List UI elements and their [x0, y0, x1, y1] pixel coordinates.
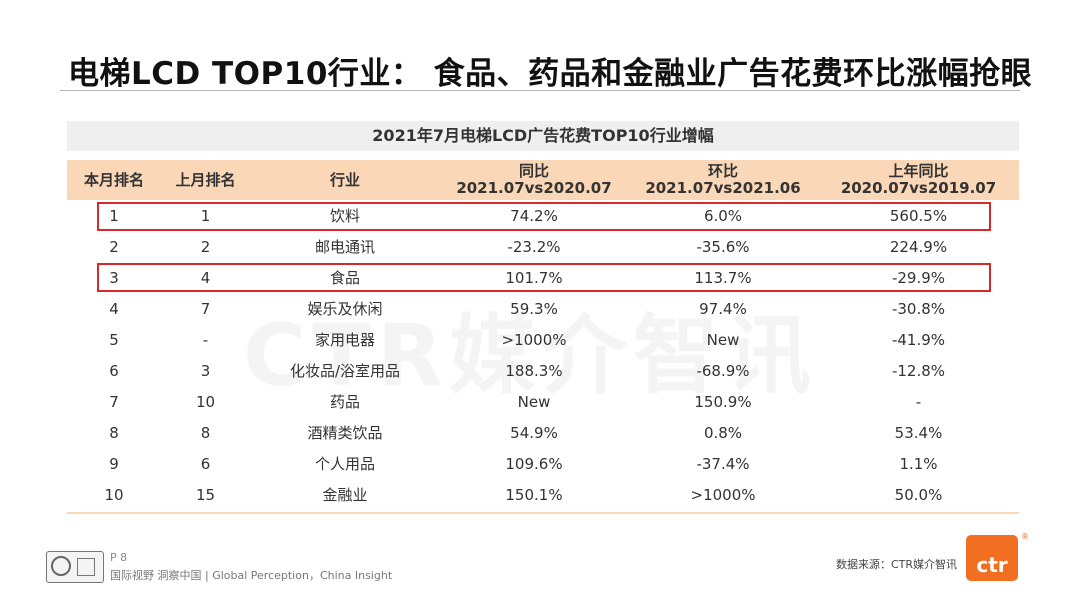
cell-prior-yoy-change: 560.5%: [889, 206, 948, 225]
cell-prior-yoy-change: 1.1%: [899, 454, 938, 473]
cell-last-rank: -: [202, 330, 209, 349]
cell-last-rank: 8: [200, 423, 211, 442]
header-cell-mom: 环比 2021.07vs2021.06: [645, 162, 801, 197]
cell-current-rank: 4: [109, 299, 119, 318]
table-title: 2021年7月电梯LCD广告花费TOP10行业增幅: [67, 121, 1019, 151]
table-bottom-rule: [67, 512, 1019, 514]
cell-prior-yoy-change: -: [915, 392, 922, 411]
footer-slogan: 国际视野 洞察中国 | Global Perception，China Insi…: [110, 569, 393, 582]
cell-current-rank: 1: [109, 206, 119, 225]
cell-current-rank: 5: [109, 330, 119, 349]
table-row: 10 15 金融业 150.1% >1000% 50.0%: [67, 479, 1019, 510]
title-divider: [60, 90, 1020, 91]
cell-last-rank: 1: [200, 206, 211, 225]
cell-industry: 娱乐及休闲: [307, 300, 383, 318]
cell-mom-change: >1000%: [690, 485, 756, 504]
table-row: 8 8 酒精类饮品 54.9% 0.8% 53.4%: [67, 417, 1019, 448]
cell-industry: 化妆品/浴室用品: [289, 362, 401, 380]
cell-prior-yoy-change: 53.4%: [894, 423, 943, 442]
cell-last-rank: 7: [200, 299, 211, 318]
cell-mom-change: 97.4%: [699, 299, 747, 318]
cell-last-rank: 2: [200, 237, 211, 256]
cell-industry: 食品: [329, 269, 360, 287]
cell-industry: 饮料: [329, 207, 360, 225]
cell-prior-yoy-change: -30.8%: [891, 299, 946, 318]
cell-yoy-change: -23.2%: [507, 237, 561, 256]
registered-mark: ®: [1021, 532, 1029, 541]
cell-mom-change: 113.7%: [694, 268, 752, 287]
cell-prior-yoy-change: -29.9%: [891, 268, 946, 287]
cell-industry: 家用电器: [314, 331, 375, 349]
table-row: 4 7 娱乐及休闲 59.3% 97.4% -30.8%: [67, 293, 1019, 324]
cell-yoy-change: New: [517, 392, 551, 411]
cell-yoy-change: 101.7%: [505, 268, 563, 287]
cell-mom-change: -68.9%: [696, 361, 750, 380]
cell-current-rank: 8: [109, 423, 119, 442]
certification-logo: [46, 551, 104, 583]
cell-mom-change: 150.9%: [694, 392, 752, 411]
cell-last-rank: 15: [195, 485, 216, 504]
cell-last-rank: 3: [200, 361, 211, 380]
cell-industry: 个人用品: [314, 455, 375, 473]
table-row: 1 1 饮料 74.2% 6.0% 560.5%: [67, 200, 1019, 231]
table-header: 本月排名 上月排名 行业 同比 2021.07vs2020.07 环比 2021…: [67, 160, 1019, 200]
ctr-logo: ctr: [966, 535, 1018, 581]
table-row: 3 4 食品 101.7% 113.7% -29.9%: [67, 262, 1019, 293]
cell-mom-change: New: [706, 330, 740, 349]
seal-icon: [51, 556, 71, 576]
cell-mom-change: -35.6%: [696, 237, 750, 256]
data-source: 数据来源：CTR媒介智讯: [836, 558, 958, 571]
cell-industry: 金融业: [322, 486, 368, 504]
badge-icon: [77, 558, 95, 576]
table-row: 2 2 邮电通讯 -23.2% -35.6% 224.9%: [67, 231, 1019, 262]
cell-industry: 邮电通讯: [314, 238, 375, 256]
cell-yoy-change: 150.1%: [505, 485, 563, 504]
cell-yoy-change: 74.2%: [510, 206, 558, 225]
cell-prior-yoy-change: 224.9%: [889, 237, 948, 256]
cell-industry: 酒精类饮品: [307, 424, 383, 442]
cell-current-rank: 3: [109, 268, 119, 287]
cell-mom-change: 0.8%: [703, 423, 743, 442]
header-cell-prior-yoy: 上年同比 2020.07vs2019.07: [840, 162, 997, 197]
cell-yoy-change: 54.9%: [510, 423, 558, 442]
cell-current-rank: 2: [109, 237, 119, 256]
cell-industry: 药品: [329, 393, 360, 411]
header-cell-yoy: 同比 2021.07vs2020.07: [456, 162, 612, 197]
cell-current-rank: 6: [109, 361, 119, 380]
cell-prior-yoy-change: 50.0%: [894, 485, 943, 504]
header-cell-current-rank: 本月排名: [83, 170, 144, 189]
table-body: 1 1 饮料 74.2% 6.0% 560.5% 2 2 邮电通讯 -23.2% -35.6% 224…: [67, 200, 1019, 510]
table-row: 7 10 药品 New 150.9% -: [67, 386, 1019, 417]
cell-mom-change: -37.4%: [696, 454, 750, 473]
ctr-logo-text: ctr: [976, 553, 1008, 577]
cell-prior-yoy-change: -41.9%: [891, 330, 946, 349]
ranking-table: 2021年7月电梯LCD广告花费TOP10行业增幅 本月排名 上月排名 行业 同…: [67, 121, 1019, 514]
table-row: 9 6 个人用品 109.6% -37.4% 1.1%: [67, 448, 1019, 479]
table-row: 5 - 家用电器 >1000% New -41.9%: [67, 324, 1019, 355]
cell-current-rank: 10: [104, 485, 124, 504]
cell-last-rank: 4: [200, 268, 211, 287]
page-title: 电梯LCD TOP10行业： 食品、药品和金融业广告花费环比涨幅抢眼: [68, 56, 1033, 92]
cell-mom-change: 6.0%: [703, 206, 743, 225]
cell-last-rank: 6: [200, 454, 211, 473]
cell-yoy-change: 109.6%: [505, 454, 563, 473]
header-cell-industry: 行业: [329, 170, 360, 189]
cell-last-rank: 10: [195, 392, 216, 411]
cell-yoy-change: 188.3%: [505, 361, 563, 380]
cell-yoy-change: 59.3%: [510, 299, 558, 318]
header-cell-last-rank: 上月排名: [175, 170, 236, 189]
cell-prior-yoy-change: -12.8%: [891, 361, 946, 380]
cell-yoy-change: >1000%: [501, 330, 567, 349]
cell-current-rank: 7: [109, 392, 119, 411]
page-number: P 8: [110, 551, 128, 564]
cell-current-rank: 9: [109, 454, 119, 473]
table-row: 6 3 化妆品/浴室用品 188.3% -68.9% -12.8%: [67, 355, 1019, 386]
